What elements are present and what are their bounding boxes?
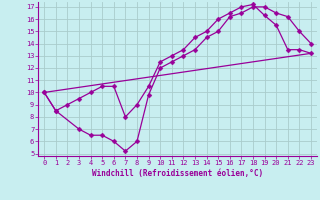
X-axis label: Windchill (Refroidissement éolien,°C): Windchill (Refroidissement éolien,°C) (92, 169, 263, 178)
